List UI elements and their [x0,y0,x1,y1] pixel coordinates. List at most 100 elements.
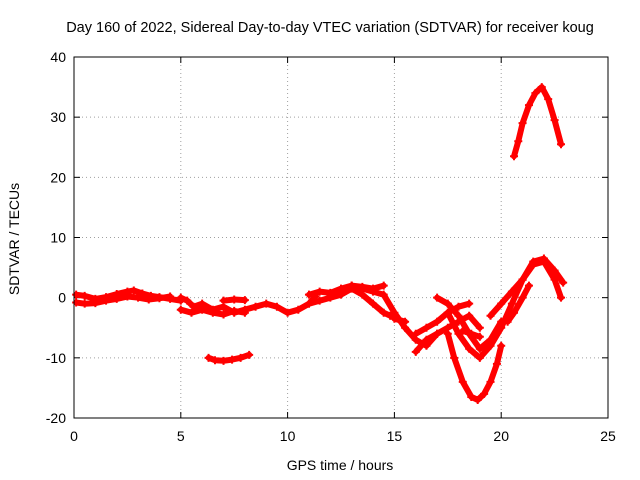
data-point [475,332,484,341]
x-tick-label: 10 [280,428,296,444]
series-line [73,293,174,307]
x-axis-label: GPS time / hours [287,457,394,473]
data-point [486,335,495,344]
x-tick-label: 15 [387,428,403,444]
data-point [166,292,175,301]
y-tick-label: -10 [46,350,66,366]
data-point [480,389,489,398]
data-point [369,299,378,308]
data-point [134,293,143,302]
data-point [315,296,324,305]
x-tick-label: 5 [177,428,185,444]
plot-frame [73,56,609,419]
data-point [80,299,89,308]
y-axis-label: SDTVAR / TECUs [6,183,22,295]
data-point [465,311,474,320]
data-point [240,296,249,305]
data-point [401,317,410,326]
data-point [486,311,495,320]
data-point [337,290,345,299]
data-point [433,317,442,326]
data-point [559,278,568,287]
data-point [422,335,431,344]
data-point [433,329,442,338]
data-point [123,292,132,301]
data-point [450,353,459,362]
data-point [236,353,245,362]
data-point [390,314,399,323]
data-point [524,101,533,110]
data-point [208,308,217,317]
data-point [510,308,519,317]
chart-title: Day 160 of 2022, Sidereal Day-to-day VTE… [66,20,594,36]
series-line [487,276,526,319]
data-point [315,287,324,296]
data-point [557,293,566,302]
data-point [475,344,484,353]
y-tick-label: 0 [58,290,66,306]
data-point [304,299,313,308]
y-tick-label: 20 [50,169,66,185]
data-point [458,326,467,335]
data-point [531,89,540,98]
series-arc-19 [518,257,566,302]
data-point [537,83,546,92]
data-point [557,140,566,149]
data-point [129,286,138,295]
series-arc-12 [411,299,474,338]
data-point [473,395,482,404]
data-point [544,95,553,104]
data-point [369,287,378,296]
data-point [80,291,89,300]
data-point [443,308,452,317]
x-tick-label: 20 [493,428,509,444]
data-point [454,311,463,320]
data-point [465,344,474,353]
data-point [251,302,260,311]
data-point [91,299,100,308]
data-point [228,355,237,364]
data-point [443,299,452,308]
series-arc-4 [176,305,249,319]
data-point [514,137,523,146]
series-arc-20 [510,83,566,161]
data-point [112,294,121,303]
data-point [245,350,254,359]
data-point [411,329,420,338]
data-point [204,353,213,362]
data-point [155,294,164,303]
data-point [454,329,463,338]
data-point [510,152,519,161]
data-point [492,359,501,368]
data-point [283,308,292,317]
data-point [72,290,81,299]
data-point [176,305,185,314]
data-point [347,281,356,290]
data-point [272,302,281,311]
data-point [198,305,207,314]
series-arc-5 [219,295,249,305]
data-point [539,257,548,266]
series-arc-10 [390,314,410,326]
data-point [294,305,303,314]
data-point [144,295,153,304]
data-point [507,299,516,308]
data-point [411,347,420,356]
data-point [358,284,367,293]
data-points [72,83,568,404]
data-point [219,296,228,305]
series-arc-16 [458,326,484,341]
data-point [176,293,185,302]
data-point [454,302,463,311]
data-point [443,329,452,338]
data-point [240,308,249,317]
data-point [475,353,484,362]
data-point [102,296,111,305]
data-point [497,341,506,350]
data-point [550,275,559,284]
x-tick-label: 0 [70,428,78,444]
data-point [458,377,467,386]
data-point [507,287,516,296]
data-point [379,308,388,317]
series-arc-18 [503,281,533,326]
